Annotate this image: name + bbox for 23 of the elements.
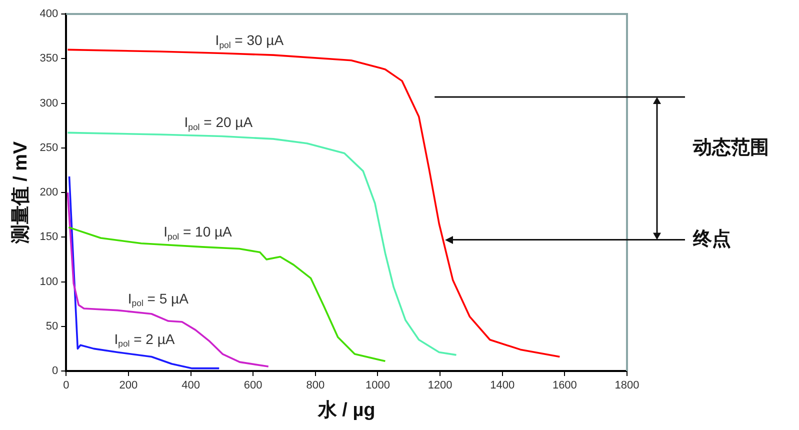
x-tick-label: 1200 [428, 380, 452, 392]
ref-line-label: 终点 [692, 228, 731, 250]
x-tick-label: 1000 [365, 380, 390, 392]
y-axis-title: 测量值 / mV [10, 140, 32, 245]
x-axis-title: 水 / µg [316, 398, 376, 421]
y-tick-label: 400 [40, 8, 58, 20]
x-tick-label: 1600 [552, 380, 577, 392]
y-tick-label: 0 [52, 365, 58, 378]
y-tick-label: 150 [40, 231, 58, 244]
y-tick-label: 50 [46, 320, 58, 332]
x-tick-label: 200 [119, 380, 138, 392]
x-tick-label: 600 [244, 380, 262, 392]
y-tick-label: 250 [40, 142, 58, 154]
y-tick-label: 200 [40, 186, 58, 199]
text: 动态范围 [692, 136, 769, 159]
y-tick-label: 100 [40, 276, 58, 288]
x-tick-label: 400 [182, 380, 200, 392]
x-tick-label: 0 [63, 380, 70, 392]
x-tick-label: 1400 [490, 380, 515, 392]
x-tick-label: 1800 [614, 380, 640, 392]
y-tick-label: 300 [40, 97, 58, 110]
x-tick-label: 800 [306, 380, 325, 392]
y-tick-label: 350 [40, 52, 58, 65]
